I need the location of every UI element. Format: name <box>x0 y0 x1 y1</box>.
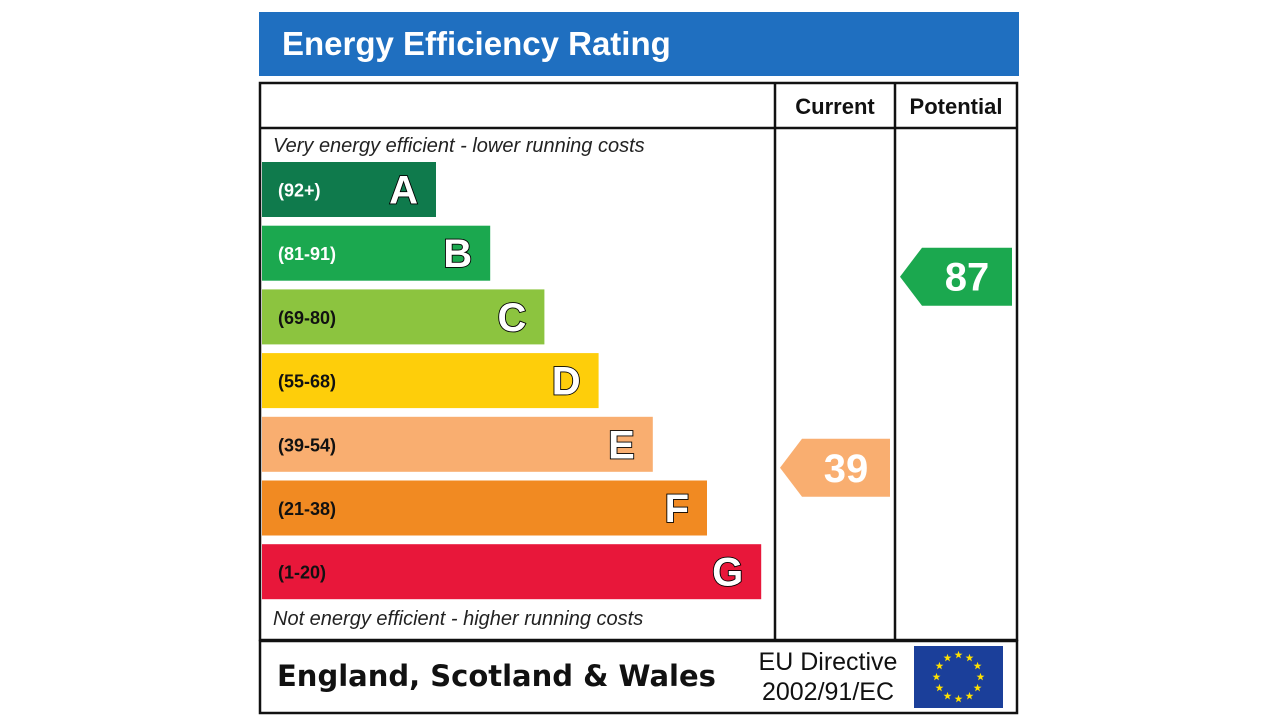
band-letter-a: A <box>389 169 418 213</box>
chart-title: Energy Efficiency Rating <box>282 25 671 62</box>
eu-star-icon <box>935 683 944 692</box>
band-range-b: (81-91) <box>278 244 336 264</box>
eu-flag-icon <box>914 646 1003 708</box>
eu-star-icon <box>954 650 963 659</box>
band-letter-g: G <box>712 551 743 595</box>
eu-star-icon <box>943 653 952 662</box>
potential-rating-arrow: 87 <box>900 247 1012 306</box>
band-range-e: (39-54) <box>278 435 336 455</box>
band-letter-c: C <box>498 296 527 340</box>
band-b: (81-91) B <box>262 225 491 281</box>
band-bar-g <box>262 544 762 600</box>
band-e: (39-54) E <box>262 416 653 472</box>
potential-rating-arrow-value: 87 <box>945 256 990 300</box>
eu-star-icon <box>954 694 963 703</box>
band-f: (21-38) F <box>262 480 707 536</box>
footer-frame <box>258 639 1019 715</box>
rating-arrows: 39 87 <box>780 247 1012 497</box>
potential-rating-arrow-shape <box>900 247 1012 306</box>
band-letter-d: D <box>552 360 581 404</box>
band-bar-e <box>262 416 653 472</box>
column-header-potential: Potential <box>910 94 1003 119</box>
header-banner <box>259 12 1019 76</box>
eu-star-icon <box>976 672 985 681</box>
band-c: (69-80) C <box>262 289 545 345</box>
band-a: (92+) A <box>262 162 436 217</box>
rating-bands: (92+) A (81-91) B (69-80) C (55-68) D (39-54) E (2… <box>262 162 762 600</box>
band-letter-f: F <box>665 487 689 531</box>
band-bar-c <box>262 289 545 345</box>
directive-line-1: EU Directive <box>759 648 898 676</box>
bottom-note: Not energy efficient - higher running co… <box>273 608 643 630</box>
band-bar-d <box>262 353 599 409</box>
region-label: England, Scotland & Wales <box>277 659 716 693</box>
band-range-c: (69-80) <box>278 308 336 328</box>
band-letter-b: B <box>443 232 472 276</box>
current-rating-arrow: 39 <box>780 438 890 497</box>
band-range-f: (21-38) <box>278 499 336 519</box>
eu-star-icon <box>965 653 974 662</box>
band-range-a: (92+) <box>278 181 321 201</box>
band-bar-b <box>262 225 491 281</box>
band-bar-a <box>262 162 436 217</box>
eu-star-icon <box>973 683 982 692</box>
directive-line-2: 2002/91/EC <box>762 678 894 706</box>
band-d: (55-68) D <box>262 353 599 409</box>
eu-star-icon <box>932 672 941 681</box>
eu-star-icon <box>935 661 944 670</box>
eu-star-icon <box>943 691 952 700</box>
top-note: Very energy efficient - lower running co… <box>273 135 645 157</box>
band-bar-f <box>262 480 707 536</box>
column-header-current: Current <box>795 94 875 119</box>
eu-star-icon <box>973 661 982 670</box>
band-g: (1-20) G <box>262 544 762 600</box>
band-range-d: (55-68) <box>278 372 336 392</box>
band-range-g: (1-20) <box>278 563 326 583</box>
band-letter-e: E <box>608 423 635 467</box>
eu-star-icon <box>965 691 974 700</box>
current-rating-arrow-shape <box>780 438 890 497</box>
current-rating-arrow-value: 39 <box>824 447 869 491</box>
